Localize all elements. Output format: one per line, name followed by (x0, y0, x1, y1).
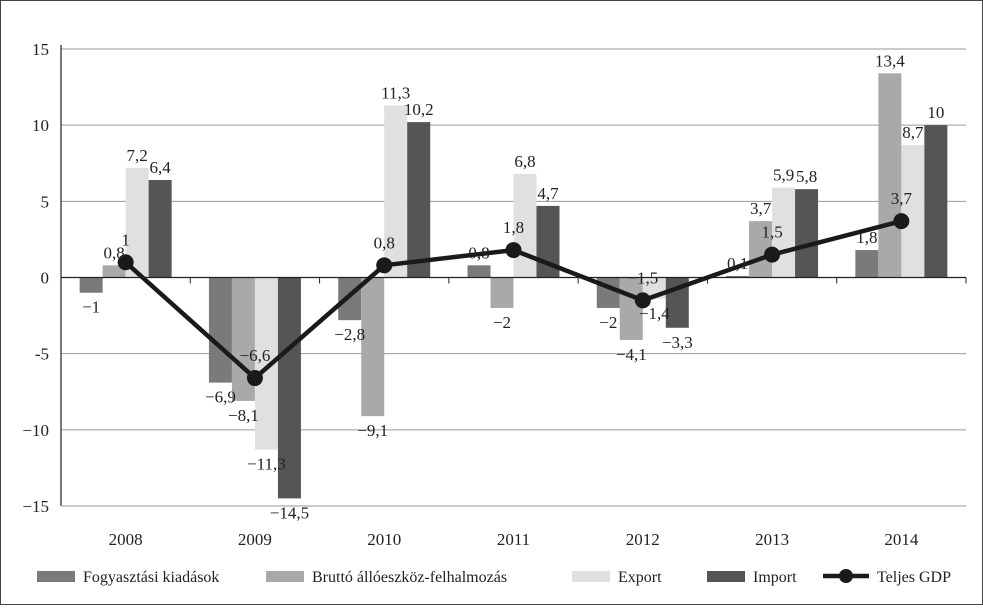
x-tick-label: 2013 (755, 530, 789, 549)
data-label: 10,2 (404, 100, 434, 119)
legend-swatch (266, 571, 304, 582)
bar-fogyasztási (726, 275, 750, 278)
gdp-point (376, 257, 393, 274)
x-tick-label: 2008 (109, 530, 143, 549)
x-tick-label: 2011 (497, 530, 530, 549)
bar-import (795, 189, 819, 278)
legend-swatch (572, 571, 610, 582)
gdp-data-label: 0,8 (374, 233, 395, 252)
gdp-point (246, 370, 263, 387)
bar-bruttó (102, 265, 126, 278)
data-label: 8,7 (902, 123, 924, 142)
legend-label: Bruttó állóeszköz-felhalmozás (312, 569, 507, 586)
bar-bruttó (361, 277, 385, 417)
data-label: 5,8 (796, 167, 817, 186)
data-label: 0,1 (727, 254, 748, 273)
data-label: −4,1 (616, 345, 647, 364)
bar-fogyasztási (79, 277, 103, 293)
data-labels: −1 −6,9 −2,8 0,8 −2 0,1 1,8 0,8 −8,1 −9,1 −2 −4,1 3,… (82, 51, 944, 522)
data-label: 5,9 (773, 166, 794, 185)
gdp-data-label: 1,5 (761, 223, 782, 242)
x-tick-label: 2009 (238, 530, 272, 549)
bar-bruttó (878, 73, 902, 278)
y-tick-label: 15 (32, 40, 49, 59)
gdp-point (634, 292, 651, 309)
data-label: −14,5 (270, 503, 309, 522)
data-label: 11,3 (381, 83, 410, 102)
gdp-data-label: −1,5 (627, 268, 658, 287)
legend-label: Import (753, 569, 797, 586)
legend: Fogyasztási kiadások Bruttó állóeszköz-fe… (37, 569, 951, 586)
data-label: 4,7 (537, 184, 559, 203)
bar-bruttó (749, 221, 773, 278)
data-label: 6,4 (150, 158, 172, 177)
bar-bruttó (490, 277, 514, 308)
gdp-point (117, 254, 134, 271)
data-label: −9,1 (357, 421, 388, 440)
data-label: −8,1 (228, 406, 259, 425)
x-tick-label: 2012 (626, 530, 660, 549)
x-axis-tick-labels: 2008 2009 2010 2011 2012 2013 2014 (109, 530, 919, 549)
bar-export (254, 277, 278, 450)
bar-import (924, 125, 948, 278)
bar-import (148, 180, 172, 278)
y-tick-label: −10 (22, 421, 49, 440)
data-label: −1,4 (639, 304, 670, 323)
y-tick-label: -5 (35, 345, 49, 364)
legend-swatch (37, 571, 75, 582)
data-label: −2,8 (334, 325, 365, 344)
data-label: −2 (493, 313, 511, 332)
bar-fogyasztási (467, 265, 491, 278)
gdp-point (893, 213, 910, 230)
gdp-data-label: 1,8 (503, 218, 524, 237)
gdp-data-label: 1 (121, 230, 130, 249)
data-label: 13,4 (875, 51, 905, 70)
bars (79, 73, 948, 499)
gdp-data-label: −6,6 (240, 346, 271, 365)
bar-import (407, 122, 431, 278)
data-label: −2 (599, 313, 617, 332)
bar-export (125, 167, 149, 278)
y-tick-label: −15 (22, 497, 49, 516)
data-label: 7,2 (127, 146, 148, 165)
bar-fogyasztási (338, 277, 362, 321)
data-label: −6,9 (205, 388, 236, 407)
data-label: 10 (927, 103, 944, 122)
legend-marker (839, 569, 853, 583)
gdp-point (764, 246, 781, 263)
y-tick-label: 10 (32, 116, 49, 135)
bar-fogyasztási (855, 250, 879, 278)
data-label: 1,8 (856, 228, 877, 247)
bar-import (277, 277, 301, 499)
legend-swatch (707, 571, 745, 582)
data-label: −3,3 (662, 333, 693, 352)
data-label: 0,8 (104, 243, 125, 262)
bar-export (384, 105, 408, 278)
gdp-line-series (117, 213, 910, 387)
legend-label: Teljes GDP (877, 569, 951, 586)
axes (60, 45, 967, 507)
gdp-data-label: 3,7 (891, 189, 913, 208)
x-tick-label: 2014 (884, 530, 919, 549)
bar-fogyasztási (208, 277, 232, 383)
data-label: 6,8 (514, 152, 535, 171)
data-label: 0,8 (468, 243, 489, 262)
legend-label: Export (618, 569, 662, 586)
legend-label: Fogyasztási kiadások (83, 569, 219, 586)
y-tick-label: 5 (41, 192, 50, 211)
gdp-point (505, 242, 522, 259)
data-label: −11,3 (247, 455, 286, 474)
data-label: −1 (82, 298, 100, 317)
bar-export (901, 144, 925, 278)
y-tick-label: 0 (41, 269, 50, 288)
x-tick-label: 2010 (367, 530, 401, 549)
y-axis-tick-labels: 15 10 5 0 -5 −10 −15 (22, 40, 49, 516)
data-label: 3,7 (750, 199, 772, 218)
